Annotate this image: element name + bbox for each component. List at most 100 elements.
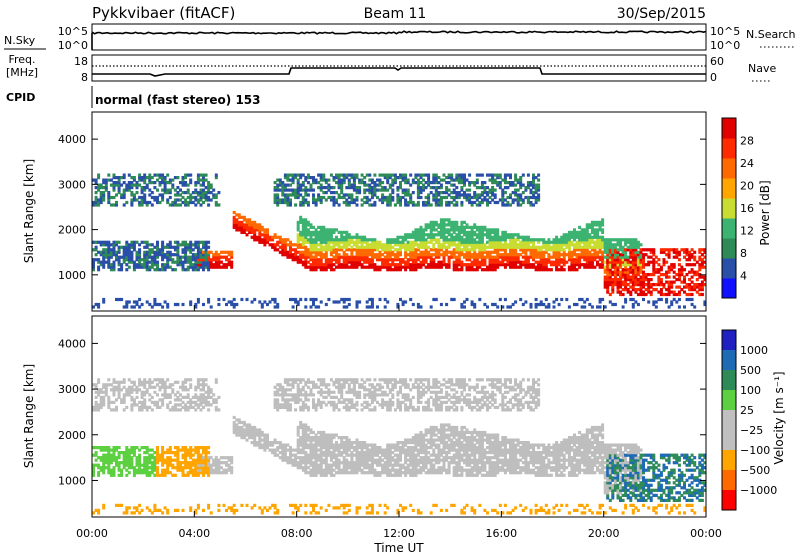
power-cell	[575, 253, 579, 257]
velocity-cell	[202, 448, 205, 452]
power-cell	[240, 223, 244, 227]
power-cell	[94, 191, 98, 195]
power-cell	[590, 235, 594, 239]
power-cell	[560, 243, 564, 247]
power-cell	[452, 255, 456, 259]
power-cell	[509, 173, 512, 177]
velocity-cell	[166, 395, 170, 399]
power-cell	[153, 198, 157, 202]
power-cell	[514, 250, 518, 254]
power-cell	[445, 203, 449, 207]
power-cell	[253, 223, 257, 227]
power-cell	[281, 198, 285, 202]
power-cell	[580, 235, 584, 239]
power-cell	[698, 283, 702, 287]
power-cell	[455, 238, 459, 242]
power-cell	[148, 181, 152, 185]
power-cell	[483, 195, 487, 200]
power-cell	[196, 245, 200, 249]
power-cell	[534, 305, 538, 309]
power-cell	[399, 263, 402, 267]
power-cell	[590, 238, 594, 242]
power-cell	[416, 253, 420, 257]
velocity-cell	[130, 463, 134, 467]
power-cell	[519, 263, 523, 267]
power-cell	[409, 268, 413, 272]
power-cell	[271, 243, 275, 247]
power-cell	[281, 181, 285, 185]
velocity-cell	[168, 408, 172, 412]
power-cell	[519, 176, 523, 180]
power-cell	[199, 203, 203, 207]
velocity-cell	[209, 468, 213, 472]
velocity-cell	[145, 466, 149, 470]
power-cell	[463, 176, 466, 180]
power-cell	[327, 183, 331, 187]
power-cell	[388, 198, 392, 202]
power-cell	[199, 178, 203, 182]
velocity-cell	[166, 508, 170, 512]
power-cell	[150, 203, 154, 207]
power-cell	[127, 181, 131, 185]
power-cell	[166, 200, 170, 205]
velocity-cell	[163, 380, 167, 384]
velocity-cell	[191, 473, 195, 477]
power-cell	[557, 263, 561, 267]
power-cell	[619, 263, 622, 267]
power-cell	[445, 248, 449, 252]
power-cell	[112, 248, 116, 252]
power-cell	[532, 263, 535, 267]
power-cell	[396, 195, 400, 200]
power-cell	[683, 290, 686, 294]
power-cell	[289, 245, 292, 249]
power-cell	[634, 245, 638, 249]
velocity-cell	[115, 405, 118, 409]
power-cell	[621, 258, 625, 262]
power-cell	[166, 305, 170, 309]
power-cell	[296, 178, 300, 182]
power-cell	[578, 245, 582, 249]
velocity-cell	[199, 395, 203, 399]
power-cell	[690, 285, 694, 289]
velocity-cell	[181, 400, 185, 404]
power-cell	[478, 238, 482, 242]
power-cell	[171, 203, 175, 207]
power-cell	[519, 243, 523, 247]
power-cell	[117, 181, 121, 185]
power-cell	[179, 255, 182, 259]
power-cell	[386, 245, 390, 249]
power-cell	[163, 300, 167, 304]
power-cell	[672, 297, 676, 302]
power-cell	[196, 300, 200, 304]
power-cell	[109, 253, 113, 257]
power-cell	[414, 258, 418, 262]
velocity-cell	[148, 473, 152, 477]
power-cell	[432, 223, 436, 227]
power-cell	[613, 270, 617, 274]
power-cell	[383, 260, 387, 264]
power-cell	[506, 195, 510, 200]
power-cell	[621, 270, 625, 274]
power-cell	[276, 248, 280, 252]
power-cell	[690, 270, 694, 274]
power-cell	[291, 297, 295, 302]
power-cell	[470, 228, 474, 232]
velocity-cell	[258, 446, 262, 450]
power-cell	[140, 176, 144, 180]
power-cell	[606, 290, 610, 294]
power-cell	[422, 263, 425, 267]
power-cell	[150, 176, 154, 180]
power-cell	[332, 228, 336, 232]
velocity-cell	[153, 466, 157, 470]
power-cell	[301, 228, 305, 232]
power-cell	[189, 260, 193, 264]
velocity-cell	[161, 385, 165, 389]
power-cell	[619, 280, 622, 284]
power-cell	[601, 250, 605, 254]
power-cell	[309, 230, 313, 234]
power-cell	[685, 285, 689, 289]
power-cell	[427, 240, 431, 244]
power-cell	[514, 183, 518, 187]
velocity-cell	[122, 461, 126, 465]
